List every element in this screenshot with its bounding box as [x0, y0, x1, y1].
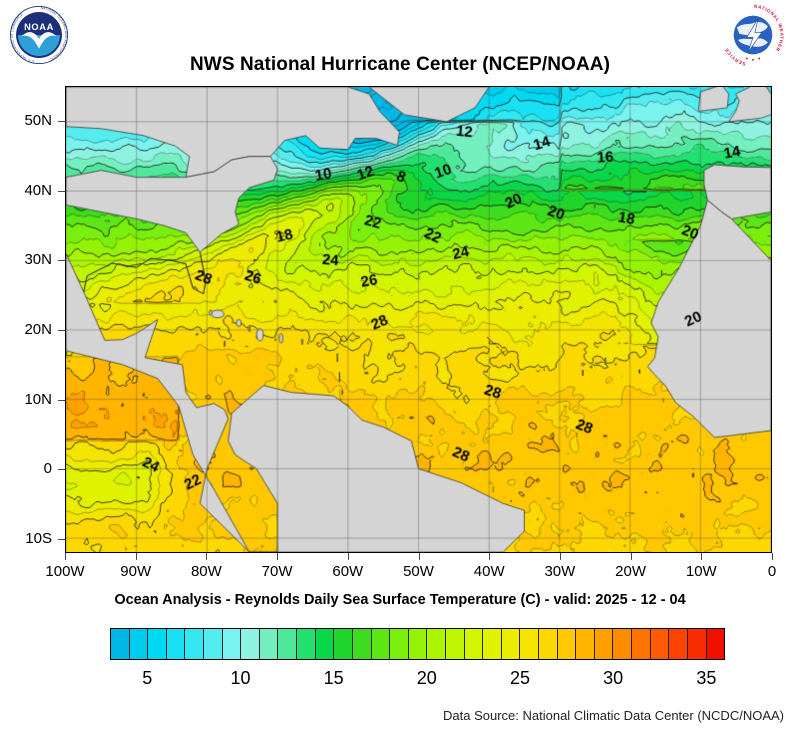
x-tick-label: 80W [190, 563, 222, 580]
colorbar-band [204, 629, 223, 659]
y-tick [58, 469, 65, 471]
colorbar-band [408, 629, 428, 659]
x-tick [559, 553, 561, 560]
colorbar-tick-label: 20 [416, 668, 437, 688]
x-tick-label: 0 [767, 563, 777, 580]
svg-text:NOAA: NOAA [24, 22, 54, 32]
colorbar-band [594, 629, 614, 659]
x-tick-label: 60W [332, 563, 364, 580]
colorbar-band [669, 629, 688, 659]
x-tick-label: 50W [403, 563, 434, 580]
colorbar-band [427, 629, 446, 659]
colorbar-band [706, 629, 725, 659]
colorbar-band [464, 629, 484, 659]
y-tick [58, 329, 65, 331]
y-tick-label: 50N [24, 111, 52, 129]
y-tick-label: 30N [24, 251, 52, 269]
sst-map [65, 86, 772, 553]
y-tick-label: 20N [24, 320, 52, 338]
x-tick [347, 553, 349, 560]
colorbar-band [687, 629, 707, 659]
colorbar-band [222, 629, 242, 659]
colorbar-tick-label: 30 [603, 668, 624, 688]
colorbar [110, 628, 725, 660]
x-tick [489, 553, 491, 560]
x-tick-label: 70W [261, 563, 293, 580]
colorbar-band [557, 629, 577, 659]
colorbar-band [650, 629, 670, 659]
colorbar-band [297, 629, 316, 659]
x-tick-label: 40W [473, 563, 505, 580]
page-title: NWS National Hurricane Center (NCEP/NOAA… [189, 54, 611, 75]
y-tick [58, 539, 65, 541]
x-tick-label: 90W [120, 563, 152, 580]
x-tick-label: 30W [544, 563, 576, 580]
colorbar-band [576, 629, 595, 659]
colorbar-band [166, 629, 186, 659]
colorbar-band [390, 629, 409, 659]
colorbar-band [352, 629, 372, 659]
colorbar-band [111, 629, 130, 659]
colorbar-band [278, 629, 298, 659]
colorbar-band [539, 629, 558, 659]
colorbar-band [315, 629, 335, 659]
x-tick-label: 100W [45, 563, 85, 580]
colorbar-tick-label: 35 [696, 668, 717, 688]
y-tick-label: 10S [25, 530, 52, 548]
colorbar-band [259, 629, 279, 659]
sst-heatmap-canvas [66, 87, 771, 552]
y-tick-label: 0 [43, 460, 52, 478]
y-tick [58, 120, 65, 122]
y-tick [58, 190, 65, 192]
y-tick-label: 10N [24, 390, 52, 408]
x-tick [772, 553, 773, 560]
y-tick-label: 40N [24, 181, 52, 199]
x-tick [277, 553, 279, 560]
colorbar-tick-label: 10 [230, 668, 251, 688]
x-tick [630, 553, 632, 560]
colorbar-band [501, 629, 521, 659]
colorbar-band [483, 629, 502, 659]
x-tick [418, 553, 420, 560]
colorbar-band [371, 629, 391, 659]
colorbar-tick-label: 15 [323, 668, 344, 688]
colorbar-band [613, 629, 633, 659]
noaa-logo: NOAA NATIONAL OCEANIC AND ATMOSPHERIC U.… [8, 4, 70, 66]
x-tick [135, 553, 137, 560]
x-tick [206, 553, 208, 560]
colorbar-band [334, 629, 353, 659]
colorbar-band [129, 629, 149, 659]
x-tick [65, 553, 66, 560]
colorbar-band [632, 629, 651, 659]
colorbar-swatches [110, 628, 725, 660]
colorbar-band [520, 629, 540, 659]
nws-logo: NATIONAL WEATHER SERVICE [722, 4, 784, 67]
colorbar-band [185, 629, 205, 659]
colorbar-band [148, 629, 167, 659]
y-tick [58, 399, 65, 401]
x-tick [701, 553, 703, 560]
colorbar-band [241, 629, 260, 659]
colorbar-tick-label: 25 [509, 668, 531, 688]
colorbar-tick-label: 5 [142, 668, 153, 688]
colorbar-band [445, 629, 465, 659]
x-tick-label: 20W [615, 563, 647, 580]
x-tick-label: 10W [685, 563, 717, 580]
y-tick [58, 260, 65, 262]
data-source-note: Data Source: National Climatic Data Cent… [443, 708, 784, 723]
map-caption: Ocean Analysis - Reynolds Daily Sea Surf… [114, 592, 686, 608]
